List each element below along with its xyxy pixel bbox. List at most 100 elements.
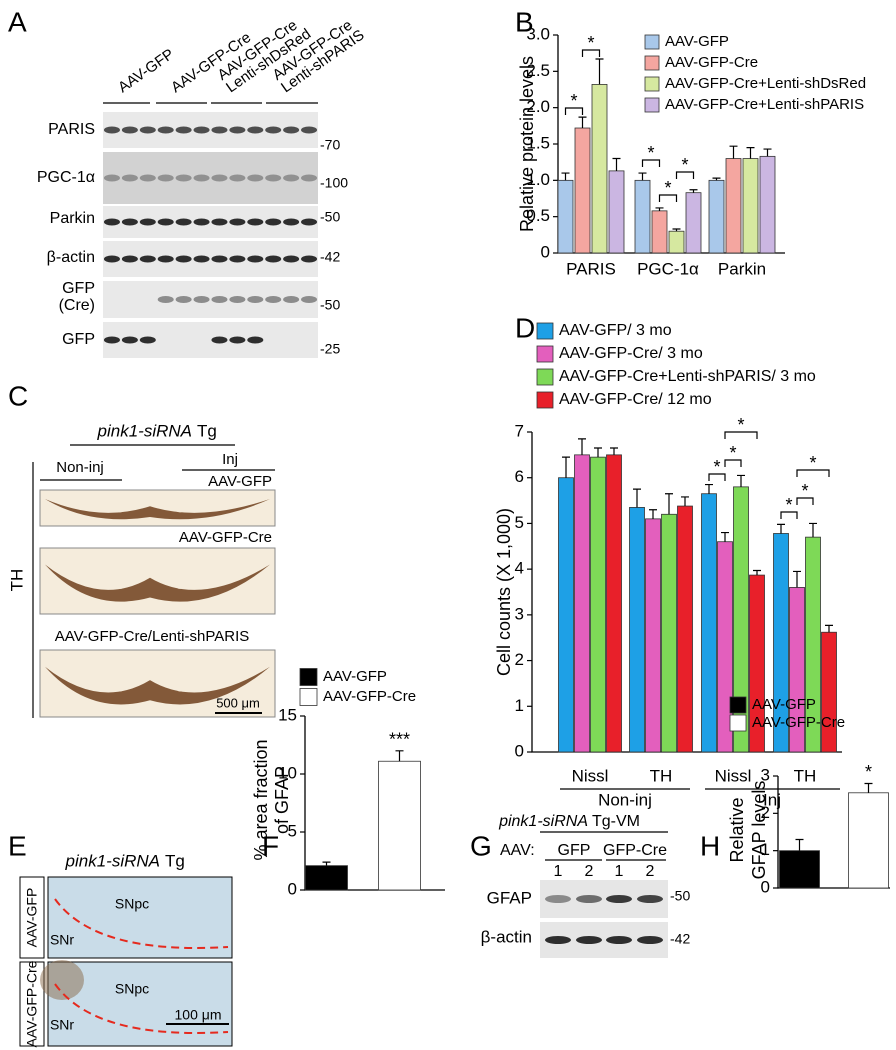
- tissue-image: [39, 547, 276, 615]
- bar: [591, 84, 608, 254]
- bar: [606, 454, 622, 753]
- bar: [742, 158, 759, 254]
- blot-band: [265, 296, 282, 303]
- title: Tg: [165, 851, 185, 870]
- blot-band: [157, 126, 174, 134]
- title-italic: pink1-siRNA: [65, 851, 160, 870]
- error-bar: [561, 172, 570, 181]
- error-bar: [795, 838, 804, 851]
- y-tick-label: 5: [515, 513, 524, 532]
- blot-band: [301, 296, 318, 303]
- y-tick-label: 2: [515, 650, 524, 669]
- region-label: SNr: [50, 932, 74, 948]
- significance-mark: *: [801, 481, 808, 501]
- panel-label: F: [262, 830, 279, 861]
- error-bar: [322, 861, 331, 866]
- blot-band: [265, 126, 282, 134]
- y-tick-label: 1.5: [526, 133, 550, 152]
- blot-band: [103, 126, 120, 134]
- blot-band: [301, 174, 318, 182]
- blot-band: [139, 218, 156, 226]
- blot-band: [175, 218, 192, 226]
- group-label: Non-inj: [56, 459, 104, 476]
- panel-label: E: [8, 830, 27, 861]
- x-tick-label: PARIS: [566, 259, 616, 278]
- row-label: β-actin: [481, 927, 532, 946]
- blot-band: [121, 336, 138, 344]
- blot-band: [193, 218, 210, 226]
- y-axis-label: GFAP levels: [749, 781, 769, 880]
- blot-band: [545, 895, 571, 903]
- lane-label: 2: [646, 863, 655, 880]
- bar: [661, 513, 677, 753]
- error-bar: [633, 488, 641, 508]
- significance-mark: *: [647, 143, 654, 163]
- blot-band: [229, 174, 246, 182]
- panel-label: A: [8, 6, 27, 37]
- significance-bracket: [796, 497, 814, 505]
- error-bar: [753, 569, 761, 576]
- error-bar: [562, 456, 570, 478]
- error-bar: [610, 447, 618, 455]
- blot-band: [103, 174, 120, 182]
- mw-marker: -25: [320, 341, 340, 357]
- x-tick-label: Parkin: [718, 259, 766, 278]
- error-bar: [825, 624, 833, 633]
- error-bar: [612, 157, 621, 171]
- group-label: Inj: [763, 790, 781, 809]
- error-bar: [777, 523, 785, 534]
- legend-label: AAV-GFP-Cre+Lenti-shPARIS/ 3 mo: [559, 368, 816, 385]
- legend-label: AAV-GFP-Cre+Lenti-shDsRed: [665, 75, 866, 92]
- mw-marker: -50: [320, 209, 340, 225]
- legend-label: AAV-GFP-Cre: [323, 688, 416, 705]
- row-label: GFP: [62, 280, 95, 297]
- significance-mark: ***: [389, 730, 410, 750]
- group-label: GFP-Cre: [603, 842, 667, 859]
- error-bar: [793, 570, 801, 588]
- blot-band: [301, 126, 318, 134]
- blot-band: [301, 218, 318, 226]
- bar: [645, 518, 661, 753]
- blot-band: [103, 255, 120, 263]
- y-tick-label: 2: [761, 803, 770, 822]
- legend-label: AAV-GFP-Cre/ 12 mo: [559, 391, 712, 408]
- y-axis-label: of GFAP: [272, 766, 292, 834]
- title-italic: pink1-siRNA: [498, 813, 588, 830]
- blot-band: [229, 126, 246, 134]
- significance-bracket: [675, 171, 695, 179]
- tissue-spot: [112, 559, 128, 589]
- legend-label: AAV-GFP-Cre: [665, 54, 758, 71]
- y-tick-label: 4: [515, 559, 524, 578]
- stain-label: TH: [7, 569, 26, 592]
- blot-strip: [103, 241, 318, 277]
- y-tick-label: 1: [761, 840, 770, 859]
- blot-band: [283, 218, 300, 226]
- tissue-spot: [172, 496, 188, 513]
- blot-band: [211, 255, 228, 263]
- bar: [668, 230, 685, 254]
- y-tick-label: 1.0: [526, 170, 550, 189]
- y-tick-label: 0: [515, 741, 524, 760]
- tissue-stain: [40, 960, 84, 1000]
- error-bar: [681, 496, 689, 507]
- blot-band: [283, 126, 300, 134]
- blot-band: [606, 936, 632, 944]
- error-bar: [705, 483, 713, 494]
- boundary: [54, 983, 229, 1034]
- lane-label: AAV-GFP: [115, 46, 177, 97]
- x-tick-label: Nissl: [715, 766, 752, 785]
- blot-strip: [103, 281, 318, 318]
- prefix-label: AAV:: [500, 842, 535, 859]
- error-bar: [809, 522, 817, 538]
- blot-band: [121, 218, 138, 226]
- tissue-spot: [112, 496, 128, 513]
- y-axis-label: % area fraction: [251, 739, 271, 860]
- mw-marker: -50: [320, 297, 340, 313]
- title: Tg-VM: [592, 813, 640, 830]
- tissue-stain: [45, 499, 270, 520]
- row-label: (Cre): [59, 297, 95, 314]
- y-tick-label: 15: [278, 705, 297, 724]
- significance-mark: *: [737, 415, 744, 435]
- y-tick-label: 3.0: [526, 24, 550, 43]
- image-label: AAV-GFP-Cre/Lenti-shPARIS: [55, 628, 250, 645]
